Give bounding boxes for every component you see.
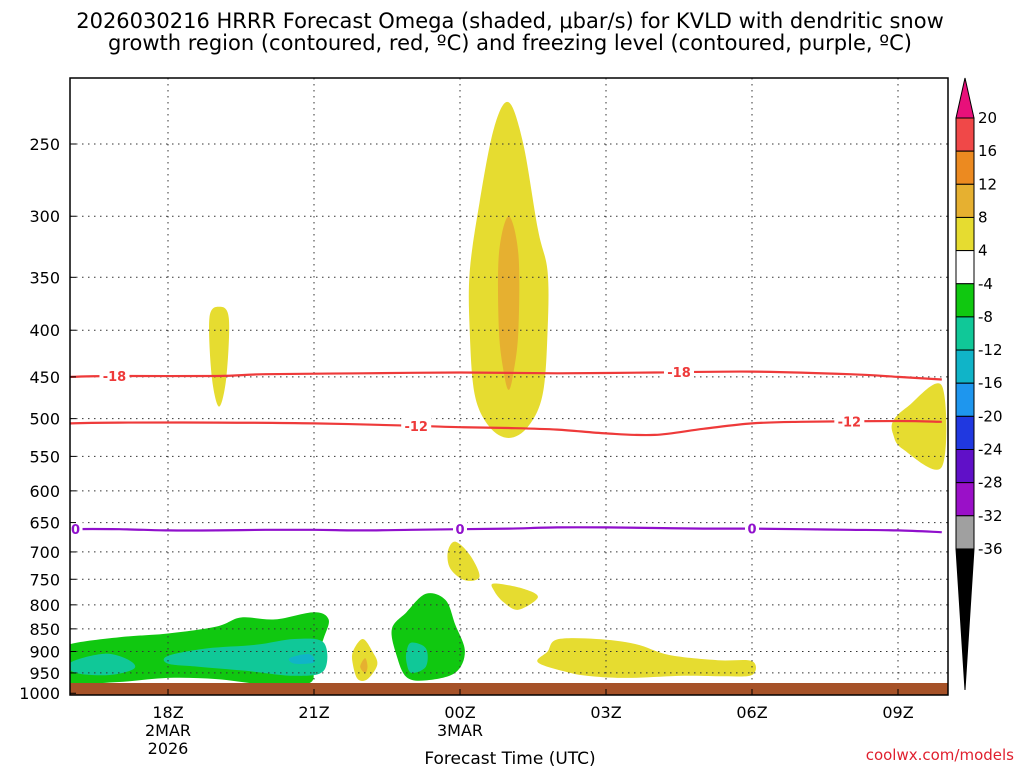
y-tick-label-400: 400 xyxy=(29,321,60,340)
colorbar-label-6: -4 xyxy=(978,275,993,293)
colorbar-bottom-arrow xyxy=(955,548,975,691)
y-tick-label-350: 350 xyxy=(29,268,60,287)
plot-inner: -18 -18 -12 -12 0 0 0 xyxy=(70,78,948,695)
x-tick-label-03Z: 03Z xyxy=(590,703,621,722)
contour-label-1-1: -18 xyxy=(103,370,127,385)
ground-strip xyxy=(70,683,948,695)
x-tick-sublabel-00Z-1: 3MAR xyxy=(437,721,483,740)
colorbar-swatch-11 xyxy=(955,449,975,484)
y-tick-label-550: 550 xyxy=(29,447,60,466)
colorbar-label-10: -20 xyxy=(978,407,1003,425)
contour-label-bg-1-1 xyxy=(99,368,130,384)
omega-region-9 xyxy=(360,658,368,673)
omega-region-3 xyxy=(209,306,230,407)
colorbar-label-2: 16 xyxy=(978,142,997,160)
contour-label-2-2: -12 xyxy=(838,415,862,430)
colorbar-swatch-10 xyxy=(955,415,975,451)
x-tick-label-00Z: 00Z xyxy=(444,703,475,722)
x-axis-label: Forecast Time (UTC) xyxy=(424,749,595,768)
colorbar-swatch-8 xyxy=(955,349,975,384)
omega-region-5 xyxy=(447,541,480,581)
colorbar-legend: 20 16 12 8 4 -4 -8 -12 -16 -20 -24 -28 -32 -36 xyxy=(955,77,1003,691)
colorbar-swatch-12 xyxy=(955,482,975,517)
colorbar-swatch-1 xyxy=(955,117,975,152)
colorbar-swatch-9 xyxy=(955,382,975,417)
contour-label-bg-1-2 xyxy=(664,364,694,380)
omega-region-2 xyxy=(497,216,520,390)
colorbar-label-11: -24 xyxy=(978,441,1003,459)
chart-title-line-1: 2026030216 HRRR Forecast Omega (shaded, … xyxy=(76,9,944,33)
y-tick-label-800: 800 xyxy=(29,596,60,615)
contour-label-bg-3-3 xyxy=(745,520,759,536)
omega-region-14 xyxy=(391,593,465,681)
y-tick-label-950: 950 xyxy=(29,664,60,683)
colorbar-label-7: -8 xyxy=(978,308,993,326)
chart-title: 2026030216 HRRR Forecast Omega (shaded, … xyxy=(76,9,944,55)
contour-label-3-3: 0 xyxy=(747,523,756,538)
x-tick-label-09Z: 09Z xyxy=(882,703,913,722)
omega-region-12 xyxy=(163,638,328,676)
omega-region-4 xyxy=(891,383,947,470)
colorbar-label-12: -28 xyxy=(978,474,1003,492)
chart-title-line-2: growth region (contoured, red, ºC) and f… xyxy=(108,31,912,55)
contour-2 xyxy=(70,419,942,437)
colorbar-label-3: 12 xyxy=(978,175,997,193)
y-tick-label-450: 450 xyxy=(29,368,60,387)
x-tick-sublabel-18Z-2: 2026 xyxy=(148,739,189,758)
y-tick-label-1000: 1000 xyxy=(19,684,60,703)
colorbar-swatch-2 xyxy=(955,150,975,185)
contour-label-bg-2-1 xyxy=(401,417,432,433)
colorbar-label-5: 4 xyxy=(978,242,988,260)
x-tick-label-21Z: 21Z xyxy=(298,703,329,722)
y-tick-label-850: 850 xyxy=(29,620,60,639)
omega-region-13 xyxy=(288,653,315,664)
omega-region-11 xyxy=(70,653,136,676)
contour-label-3-1: 0 xyxy=(71,523,80,538)
colorbar-swatch-6 xyxy=(955,283,975,318)
y-tick-label-500: 500 xyxy=(29,410,60,429)
contour-label-bg-3-2 xyxy=(453,521,467,537)
colorbar-swatch-13 xyxy=(955,515,975,550)
contour-1 xyxy=(70,370,942,381)
colorbar-label-1: 20 xyxy=(978,109,997,127)
colorbar-label-9: -16 xyxy=(978,374,1003,392)
colorbar-swatch-4 xyxy=(955,216,975,252)
contour-label-bg-2-2 xyxy=(834,413,865,429)
y-tick-label-650: 650 xyxy=(29,514,60,533)
omega-region-15 xyxy=(405,642,428,674)
omega-region-7 xyxy=(537,638,756,678)
omega-region-6 xyxy=(491,583,538,610)
y-tick-label-750: 750 xyxy=(29,570,60,589)
x-tick-label-18Z: 18Z xyxy=(152,703,183,722)
colorbar-swatch-7 xyxy=(955,316,975,351)
contour-label-1-2: -18 xyxy=(667,366,691,381)
x-tick-label-06Z: 06Z xyxy=(736,703,767,722)
plot-area: -18 -18 -12 -12 0 0 0 250 300 350 400 450 500 550 600 6… xyxy=(19,77,949,758)
contour-label-3-2: 0 xyxy=(455,523,464,538)
colorbar-top-arrow xyxy=(955,77,975,119)
plot-frame xyxy=(69,77,949,696)
colorbar-label-13: -32 xyxy=(978,507,1003,525)
y-tick-label-250: 250 xyxy=(29,135,60,154)
y-tick-label-300: 300 xyxy=(29,207,60,226)
colorbar-label-14: -36 xyxy=(978,540,1003,558)
y-tick-label-700: 700 xyxy=(29,543,60,562)
y-tick-label-900: 900 xyxy=(29,643,60,662)
colorbar-swatch-5 xyxy=(955,250,975,285)
contour-label-bg-3-1 xyxy=(70,521,83,537)
y-tick-label-600: 600 xyxy=(29,482,60,501)
credit-text: coolwx.com/models xyxy=(866,746,1014,764)
colorbar-label-8: -12 xyxy=(978,341,1003,359)
colorbar-label-4: 8 xyxy=(978,208,988,226)
contour-label-2-1: -12 xyxy=(404,420,428,435)
contour-3 xyxy=(70,526,942,534)
x-tick-sublabel-18Z-1: 2MAR xyxy=(145,721,191,740)
colorbar-swatch-3 xyxy=(955,183,975,218)
